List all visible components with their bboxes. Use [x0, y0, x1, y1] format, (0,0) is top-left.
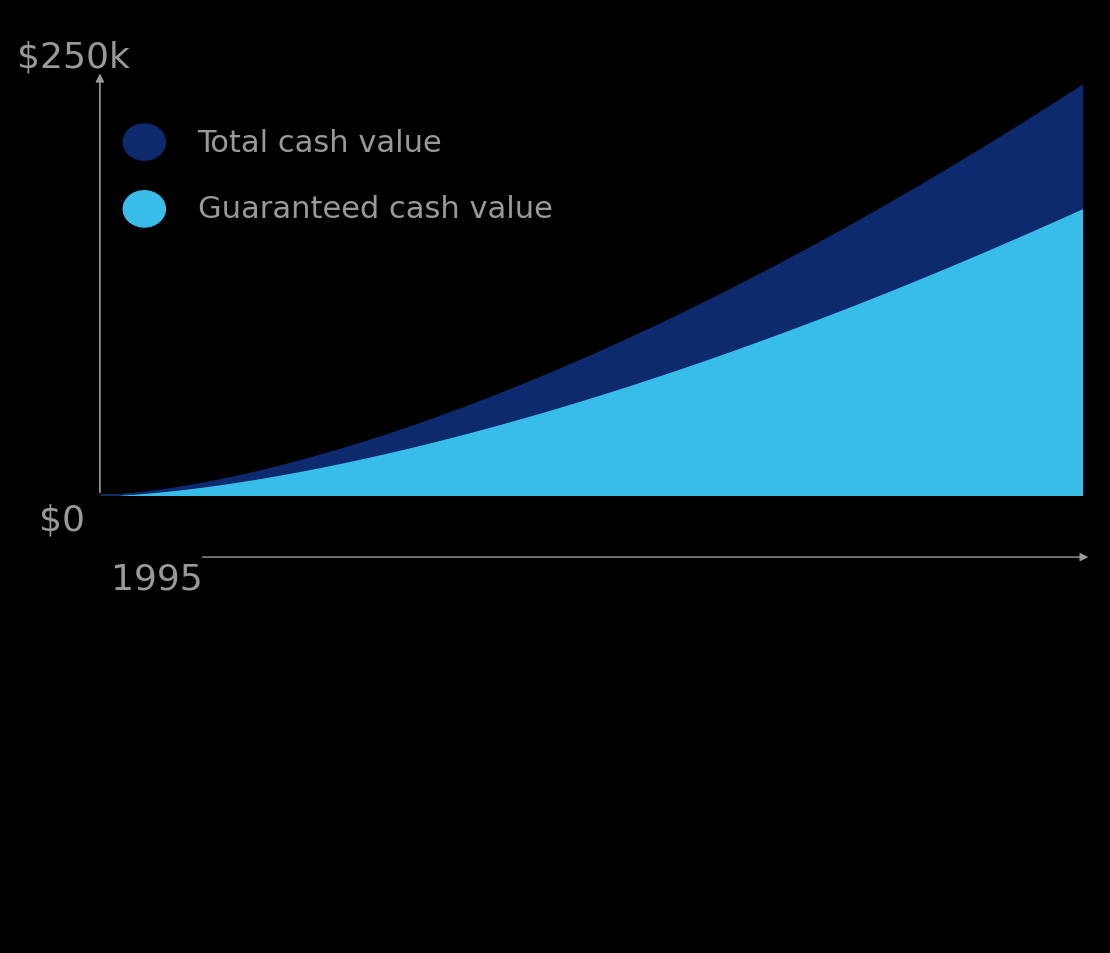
Text: Total cash value: Total cash value [198, 129, 442, 157]
Text: Guaranteed cash value: Guaranteed cash value [198, 195, 553, 224]
Text: $250k: $250k [17, 40, 130, 74]
Text: $0: $0 [39, 503, 84, 537]
Text: 1995: 1995 [111, 562, 203, 597]
